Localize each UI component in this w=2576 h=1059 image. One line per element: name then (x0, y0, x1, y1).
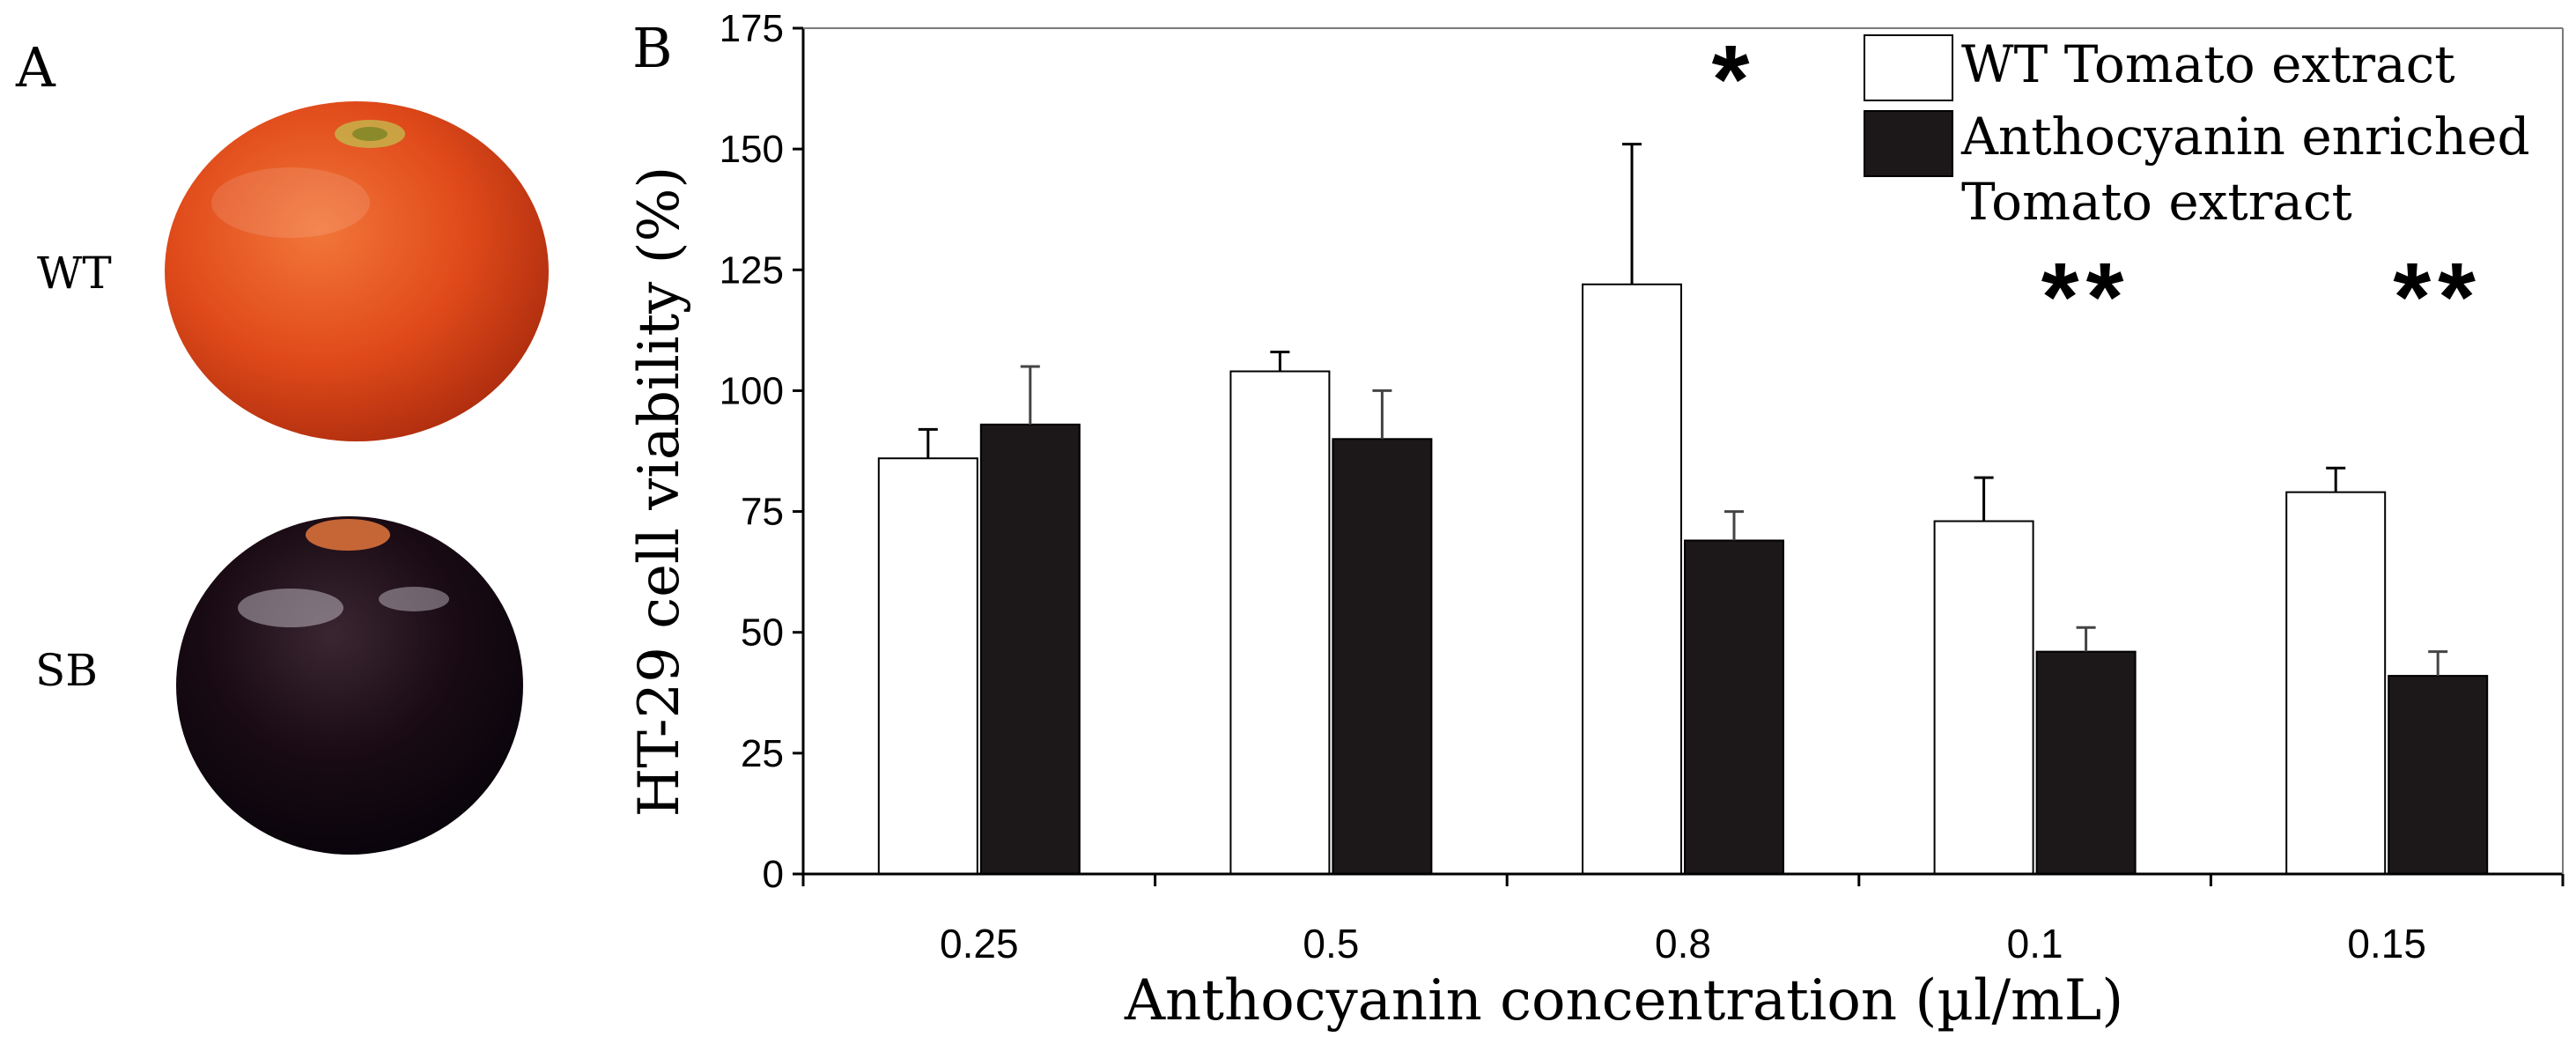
bar-anthocyanin (1332, 438, 1433, 875)
x-tick-label: 0.5 (1303, 921, 1359, 966)
legend-label-wt: WT Tomato extract (1961, 34, 2455, 94)
bar-wt (1582, 283, 1682, 875)
x-axis-label: Anthocyanin concentration (µl/mL) (1124, 968, 2123, 1033)
y-tick-label: 100 (720, 369, 784, 412)
significance-marker: * (1712, 26, 1757, 134)
sb-tomato-image (176, 516, 523, 855)
panel-a: A WT SB (15, 35, 549, 855)
bar-wt (1933, 520, 2034, 875)
x-tick-label: 0.1 (2007, 921, 2063, 966)
y-tick-label: 50 (741, 611, 784, 655)
bar-wt (2285, 491, 2387, 876)
bar-anthocyanin (2035, 650, 2137, 876)
panel-b-chart: B HT-29 cell viability (%) Anthocyanin c… (627, 7, 2565, 1033)
significance-marker: ** (2041, 243, 2131, 352)
bar-wt (877, 457, 978, 875)
panel-b-label: B (632, 16, 673, 80)
bar-anthocyanin (2388, 675, 2489, 875)
x-tick-label: 0.15 (2347, 921, 2426, 966)
y-tick-label: 125 (720, 248, 784, 292)
tomato-label-sb: SB (35, 645, 98, 696)
legend-label-anthocyanin: Anthocyanin enriched Tomato extract (1960, 107, 2546, 232)
y-tick-label: 0 (763, 853, 784, 896)
significance-marker: ** (2393, 243, 2483, 352)
legend-swatch-wt (1864, 34, 1953, 101)
bar-anthocyanin (979, 423, 1081, 875)
error-bars (918, 143, 2448, 677)
y-tick-label: 75 (741, 491, 784, 534)
y-tick-label: 25 (741, 732, 784, 775)
panel-a-label: A (15, 35, 56, 100)
legend-swatch-anthocyanin (1864, 110, 1953, 177)
wt-tomato-image (165, 101, 549, 441)
tomato-label-wt: WT (37, 248, 112, 299)
y-tick-label: 150 (720, 128, 784, 171)
y-axis-label: HT-29 cell viability (%) (627, 167, 692, 818)
x-tick-label: 0.25 (940, 921, 1019, 966)
significance-markers: *** ** (1712, 26, 2483, 352)
bars (877, 283, 2489, 876)
y-tick-label: 175 (720, 7, 784, 50)
legend: WT Tomato extract Anthocyanin enriched T… (1864, 34, 2546, 232)
bar-wt (1229, 370, 1331, 875)
x-tick-label: 0.8 (1655, 921, 1711, 966)
bar-anthocyanin (1684, 539, 1784, 875)
y-axis-ticks: 0 25 50 75 100 125 150 175 (720, 7, 803, 896)
x-axis-ticks: 0.25 0.5 0.8 0.1 0.15 (801, 874, 2565, 966)
